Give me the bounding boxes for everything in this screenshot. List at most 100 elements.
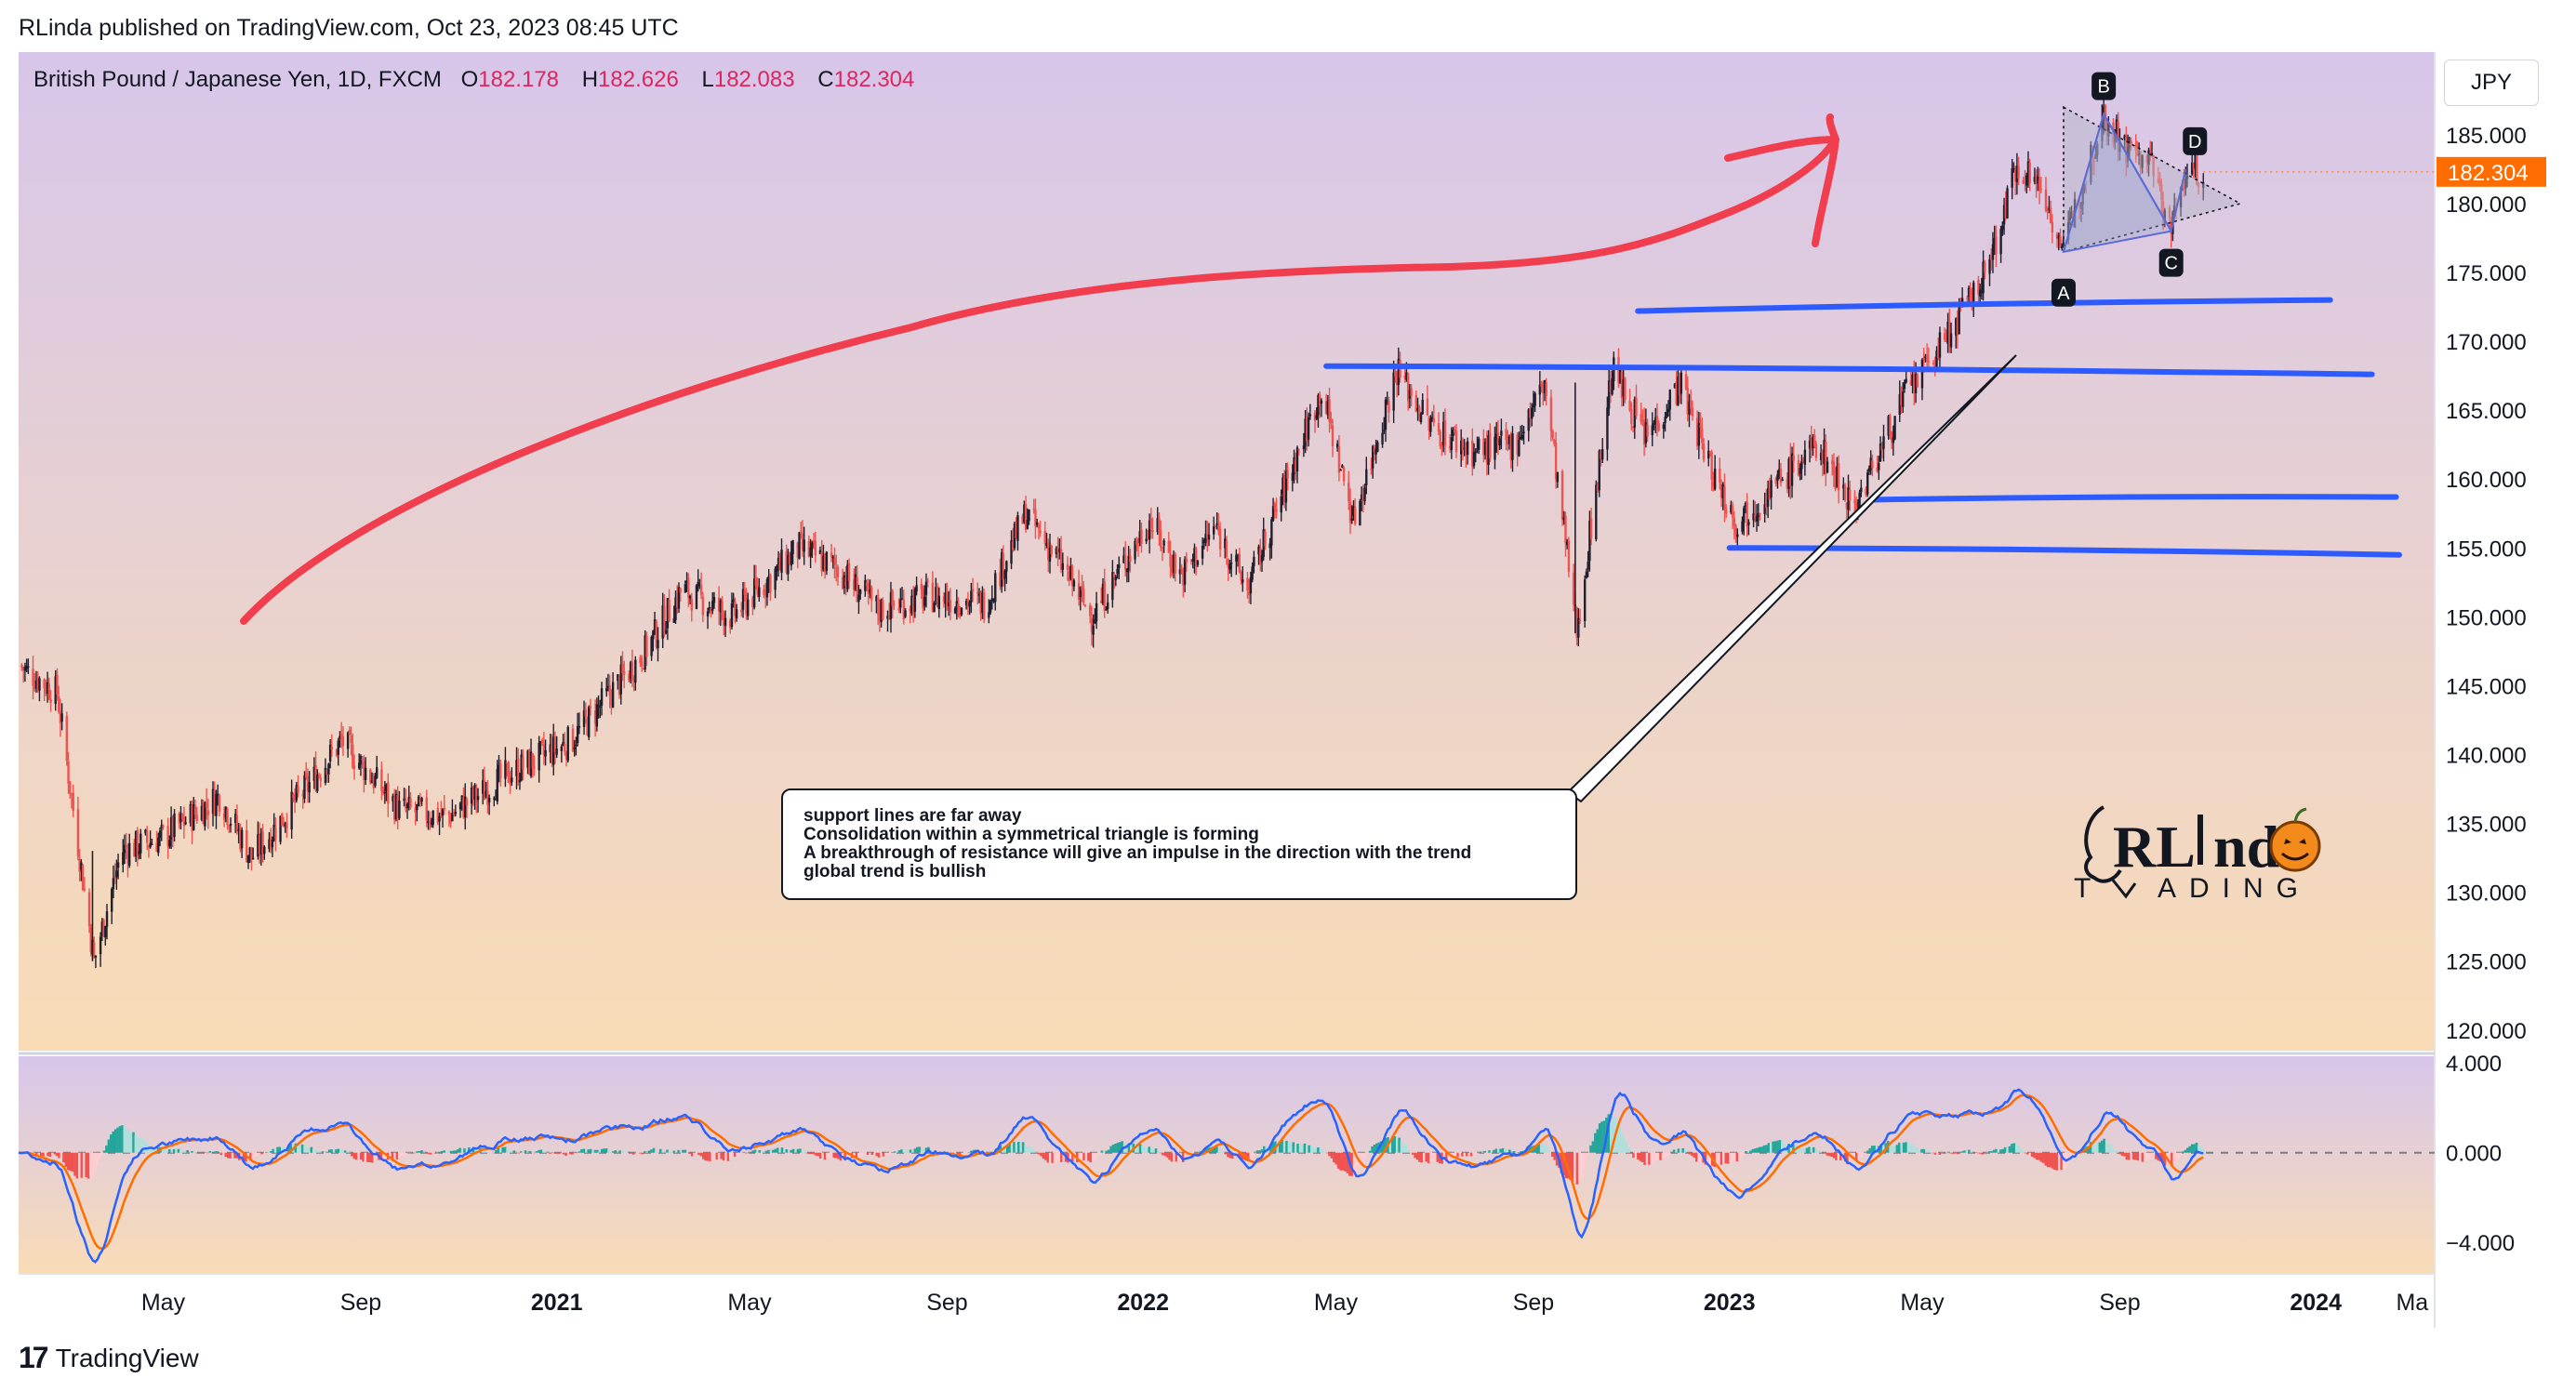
candle-body: [1860, 487, 1863, 493]
candle-body: [830, 552, 833, 557]
macd-histogram-bar: [503, 1146, 507, 1153]
candle-body: [791, 540, 794, 554]
macd-histogram-bar: [880, 1152, 883, 1157]
macd-histogram-bar: [456, 1149, 459, 1153]
macd-histogram-bar: [1010, 1144, 1014, 1153]
macd-histogram-bar: [1893, 1146, 1896, 1153]
candle-body: [429, 820, 432, 823]
candle-body: [1034, 510, 1037, 526]
pattern-label-bg: [2158, 248, 2184, 277]
candle-body: [2055, 233, 2059, 239]
macd-histogram-bar: [319, 1151, 322, 1153]
candle-body: [1297, 448, 1300, 451]
candle-body: [564, 752, 568, 760]
candle-body: [458, 802, 462, 810]
candle-body: [1095, 603, 1098, 622]
candle-body: [1182, 571, 1185, 586]
macd-histogram-bar: [1998, 1149, 2002, 1153]
candle-body: [677, 587, 681, 609]
tradingview-footer[interactable]: 17 TradingView: [19, 1341, 199, 1375]
macd-histogram-bar: [449, 1150, 453, 1153]
macd-histogram-bar: [1452, 1152, 1455, 1158]
candle-body: [796, 542, 799, 558]
candle-body: [139, 833, 142, 854]
candle-body: [83, 888, 86, 891]
macd-histogram-bar: [2147, 1152, 2151, 1159]
macd-histogram-bar: [366, 1152, 369, 1162]
macd-histogram-bar: [1032, 1150, 1036, 1153]
candle-body: [764, 592, 767, 595]
candle-body: [1588, 521, 1591, 562]
macd-histogram-bar: [904, 1151, 908, 1153]
macd-histogram-bar: [398, 1152, 401, 1159]
macd-histogram-bar: [1773, 1141, 1777, 1153]
publish-header: RLinda published on TradingView.com, Oct…: [19, 15, 679, 41]
candle-body: [1418, 406, 1421, 420]
candle-body: [724, 617, 727, 627]
candle-body: [1600, 451, 1602, 459]
candle-body: [632, 679, 635, 682]
macd-histogram-bar: [1422, 1152, 1426, 1161]
candle-body: [115, 870, 118, 878]
candle-body: [1520, 434, 1524, 440]
candle-body: [712, 596, 716, 603]
macd-histogram-bar: [1181, 1152, 1185, 1162]
candle-body: [1690, 400, 1693, 409]
candle-body: [290, 791, 293, 830]
candle-body: [364, 767, 367, 780]
candle-body: [674, 597, 677, 620]
macd-histogram-bar: [886, 1152, 890, 1157]
candle-body: [517, 758, 520, 783]
macd-histogram-bar: [116, 1127, 119, 1153]
candle-body: [325, 769, 328, 775]
macd-histogram-bar: [774, 1148, 777, 1153]
candle-body: [70, 793, 73, 796]
candle-body: [374, 775, 377, 787]
candle-body: [327, 763, 330, 775]
macd-histogram-bar: [183, 1151, 187, 1153]
macd-histogram-bar: [1544, 1145, 1547, 1153]
macd-histogram-bar: [720, 1152, 723, 1159]
macd-histogram-bar: [379, 1152, 383, 1160]
macd-histogram-bar: [1162, 1152, 1164, 1156]
candle-body: [385, 784, 388, 791]
currency-button[interactable]: JPY: [2444, 60, 2539, 106]
candle-body: [2066, 221, 2070, 241]
candle-body: [2112, 122, 2115, 144]
y-tick-label: 185.000: [2446, 124, 2527, 149]
macd-histogram-bar: [454, 1150, 458, 1153]
candle-body: [403, 798, 405, 801]
macd-histogram-bar: [1334, 1152, 1338, 1165]
macd-histogram-bar: [524, 1150, 527, 1153]
candle-body: [1688, 401, 1691, 415]
macd-histogram-bar: [1979, 1152, 1982, 1154]
macd-histogram-bar: [164, 1149, 166, 1153]
candle-body: [960, 607, 963, 616]
candle-body: [774, 568, 777, 590]
candle-body: [551, 745, 553, 763]
candle-body: [2012, 168, 2015, 170]
candle-body: [1619, 369, 1622, 384]
macd-histogram-bar: [569, 1152, 572, 1155]
candle-body: [623, 670, 626, 675]
candle-body: [1790, 453, 1794, 486]
support-line: [1323, 363, 2375, 378]
candle-body: [184, 822, 187, 825]
candle-body: [1257, 546, 1260, 555]
candle-body: [1914, 373, 1918, 393]
macd-histogram-bar: [1111, 1144, 1115, 1153]
candle-body: [1135, 538, 1138, 545]
macd-histogram-bar: [1932, 1152, 1934, 1154]
macd-histogram-bar: [1071, 1152, 1074, 1162]
pattern-label: C: [2164, 254, 2177, 274]
support-line: [1871, 494, 2399, 503]
y-tick-label: 125.000: [2446, 950, 2527, 975]
macd-histogram-bar: [2022, 1150, 2025, 1153]
macd-histogram-bar: [1824, 1152, 1826, 1153]
symbol-legend[interactable]: British Pound / Japanese Yen, 1D, FXCM O…: [33, 67, 931, 93]
candle-body: [258, 834, 261, 854]
candle-body: [947, 602, 950, 606]
candle-body: [2044, 190, 2048, 211]
macd-histogram-bar: [175, 1149, 178, 1153]
